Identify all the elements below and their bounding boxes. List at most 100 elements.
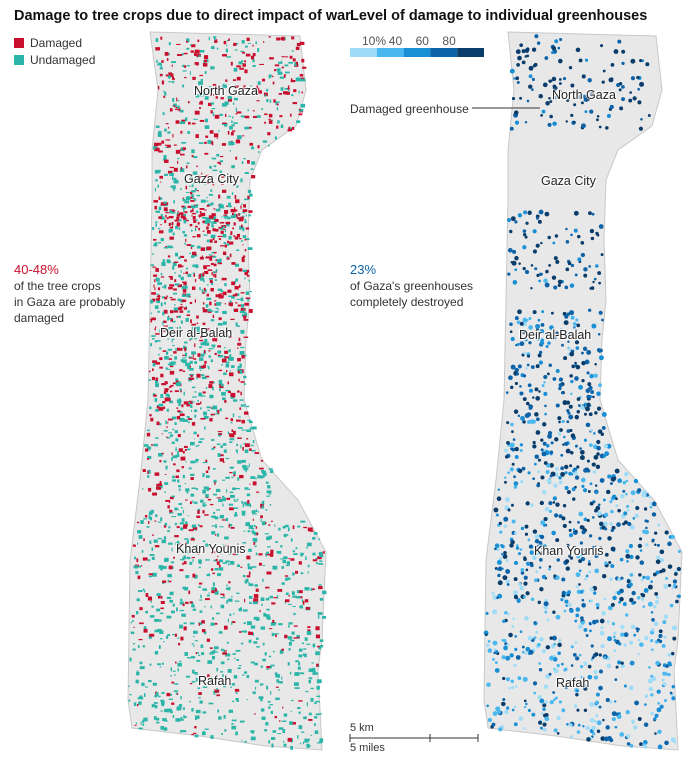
crop-patch <box>160 36 163 40</box>
crop-patch <box>195 264 199 269</box>
greenhouse-dot <box>519 548 523 551</box>
greenhouse-dot <box>524 616 529 621</box>
crop-patch <box>191 326 197 331</box>
crop-patch <box>300 572 304 575</box>
crop-patch <box>160 202 166 206</box>
crop-patch <box>204 502 206 504</box>
crop-patch <box>228 586 231 591</box>
greenhouse-dot <box>570 664 574 667</box>
crop-patch <box>205 543 209 547</box>
greenhouse-dot <box>565 604 568 608</box>
crop-patch <box>253 662 259 666</box>
crop-patch <box>248 548 252 552</box>
crop-patch <box>277 589 283 592</box>
crop-patch <box>217 308 219 311</box>
left-city-label: Rafah <box>198 674 232 688</box>
crop-patch <box>172 338 175 340</box>
greenhouse-dot <box>593 719 597 723</box>
greenhouse-dot <box>553 285 558 290</box>
greenhouse-dot <box>586 394 591 399</box>
greenhouse-dot <box>510 503 514 507</box>
crop-patch <box>217 323 223 326</box>
greenhouse-dot <box>495 650 499 654</box>
crop-patch <box>266 666 272 669</box>
crop-patch <box>233 499 236 501</box>
greenhouse-dot <box>573 228 578 233</box>
crop-patch <box>246 555 251 560</box>
crop-patch <box>284 87 289 90</box>
crop-patch <box>192 236 196 238</box>
greenhouse-dot <box>558 90 563 96</box>
crop-patch <box>292 605 296 608</box>
crop-patch <box>200 559 202 564</box>
greenhouse-dot <box>659 549 665 555</box>
crop-patch <box>159 630 164 635</box>
legend-undamaged: Undamaged <box>14 53 95 67</box>
crop-patch <box>172 670 176 672</box>
crop-patch <box>254 532 259 536</box>
crop-patch <box>165 246 168 248</box>
crop-patch <box>163 201 167 204</box>
greenhouse-dot <box>548 672 552 676</box>
crop-patch <box>189 301 193 304</box>
crop-patch <box>227 289 232 293</box>
crop-patch <box>192 573 196 578</box>
crop-patch <box>191 422 196 426</box>
legend-damaged-label: Damaged <box>30 36 83 50</box>
right-city-label: Deir al-Balah <box>519 328 592 342</box>
crop-patch <box>231 262 236 265</box>
crop-patch <box>147 455 152 459</box>
crop-patch <box>173 200 176 204</box>
crop-patch <box>213 208 216 210</box>
crop-patch <box>265 614 270 618</box>
crop-patch <box>217 262 223 265</box>
crop-patch <box>268 655 272 658</box>
greenhouse-dot <box>605 697 610 703</box>
greenhouse-dot <box>548 501 553 506</box>
greenhouse-dot <box>528 649 534 655</box>
crop-patch <box>204 606 206 608</box>
crop-patch <box>131 614 135 618</box>
greenhouse-dot <box>549 474 553 478</box>
greenhouse-dot <box>539 587 544 592</box>
crop-patch <box>208 310 214 312</box>
crop-patch <box>187 418 192 420</box>
greenhouse-dot <box>521 330 526 335</box>
greenhouse-dot <box>649 502 653 505</box>
greenhouse-dot <box>526 354 531 358</box>
right-city-label: North Gaza <box>552 88 616 102</box>
crop-patch <box>177 662 182 667</box>
crop-patch <box>166 333 168 336</box>
crop-patch <box>198 444 200 446</box>
crop-patch <box>252 518 254 521</box>
crop-patch <box>193 204 199 206</box>
greenhouse-dot <box>497 573 501 578</box>
crop-patch <box>226 599 228 604</box>
crop-patch <box>205 219 211 224</box>
crop-patch <box>163 325 169 327</box>
crop-patch <box>185 285 188 289</box>
crop-patch <box>153 702 158 704</box>
greenhouse-dot <box>492 657 495 661</box>
crop-patch <box>153 146 158 150</box>
crop-patch <box>175 252 179 257</box>
greenhouse-dot <box>583 627 588 632</box>
greenhouse-dot <box>521 49 526 54</box>
greenhouse-dot <box>598 281 602 285</box>
greenhouse-dot <box>598 383 602 388</box>
crop-patch <box>247 195 250 199</box>
crop-patch <box>164 302 166 305</box>
crop-patch <box>308 677 313 680</box>
greenhouse-dot <box>574 273 578 277</box>
greenhouse-dot <box>551 530 556 536</box>
crop-patch <box>178 381 181 386</box>
crop-patch <box>269 504 272 506</box>
crop-patch <box>226 222 230 227</box>
crop-patch <box>312 559 318 562</box>
crop-patch <box>142 557 148 561</box>
crop-patch <box>181 730 187 733</box>
crop-patch <box>228 115 231 117</box>
crop-patch <box>195 709 201 714</box>
greenhouse-dot <box>600 253 604 257</box>
crop-patch <box>243 204 247 208</box>
